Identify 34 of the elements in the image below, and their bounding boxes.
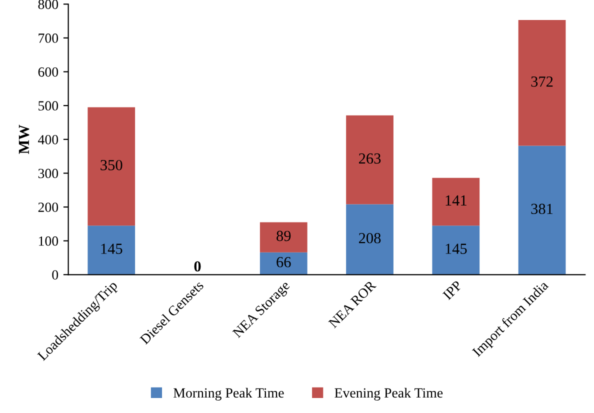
x-tick-label: IPP bbox=[442, 280, 462, 300]
bar bbox=[88, 226, 136, 275]
y-axis-title: MW bbox=[18, 124, 30, 154]
bar bbox=[346, 204, 394, 275]
bar bbox=[88, 107, 136, 226]
data-label: 89 bbox=[276, 230, 291, 242]
y-tick-label: 200 bbox=[38, 202, 58, 212]
data-label: 372 bbox=[531, 76, 553, 87]
y-tick-label: 500 bbox=[38, 101, 58, 111]
data-label: 141 bbox=[446, 195, 466, 206]
bar bbox=[260, 252, 308, 275]
bar bbox=[518, 146, 566, 275]
y-tick-label: 400 bbox=[38, 134, 58, 144]
data-label: 381 bbox=[531, 204, 553, 214]
data-label: 145 bbox=[446, 244, 467, 254]
y-tick-label: 300 bbox=[38, 168, 58, 178]
bar bbox=[346, 115, 394, 204]
bar bbox=[432, 178, 480, 226]
data-label: 0 bbox=[194, 261, 201, 272]
y-tick-label: 0 bbox=[52, 270, 58, 280]
data-label: 66 bbox=[276, 257, 291, 268]
y-tick-label: 600 bbox=[38, 67, 58, 77]
legend-label: Morning Peak Time bbox=[174, 388, 284, 400]
data-label: 350 bbox=[100, 160, 122, 170]
legend-label: Evening Peak Time bbox=[334, 388, 443, 400]
data-label: 145 bbox=[101, 244, 122, 254]
y-tick-label: 100 bbox=[38, 236, 58, 246]
y-tick-label: 700 bbox=[38, 34, 58, 43]
bar bbox=[432, 226, 480, 275]
y-tick-label: 800 bbox=[38, 0, 58, 10]
bar bbox=[260, 222, 308, 252]
bar bbox=[518, 20, 566, 146]
data-label: 208 bbox=[358, 232, 381, 244]
data-label: 263 bbox=[358, 153, 381, 164]
